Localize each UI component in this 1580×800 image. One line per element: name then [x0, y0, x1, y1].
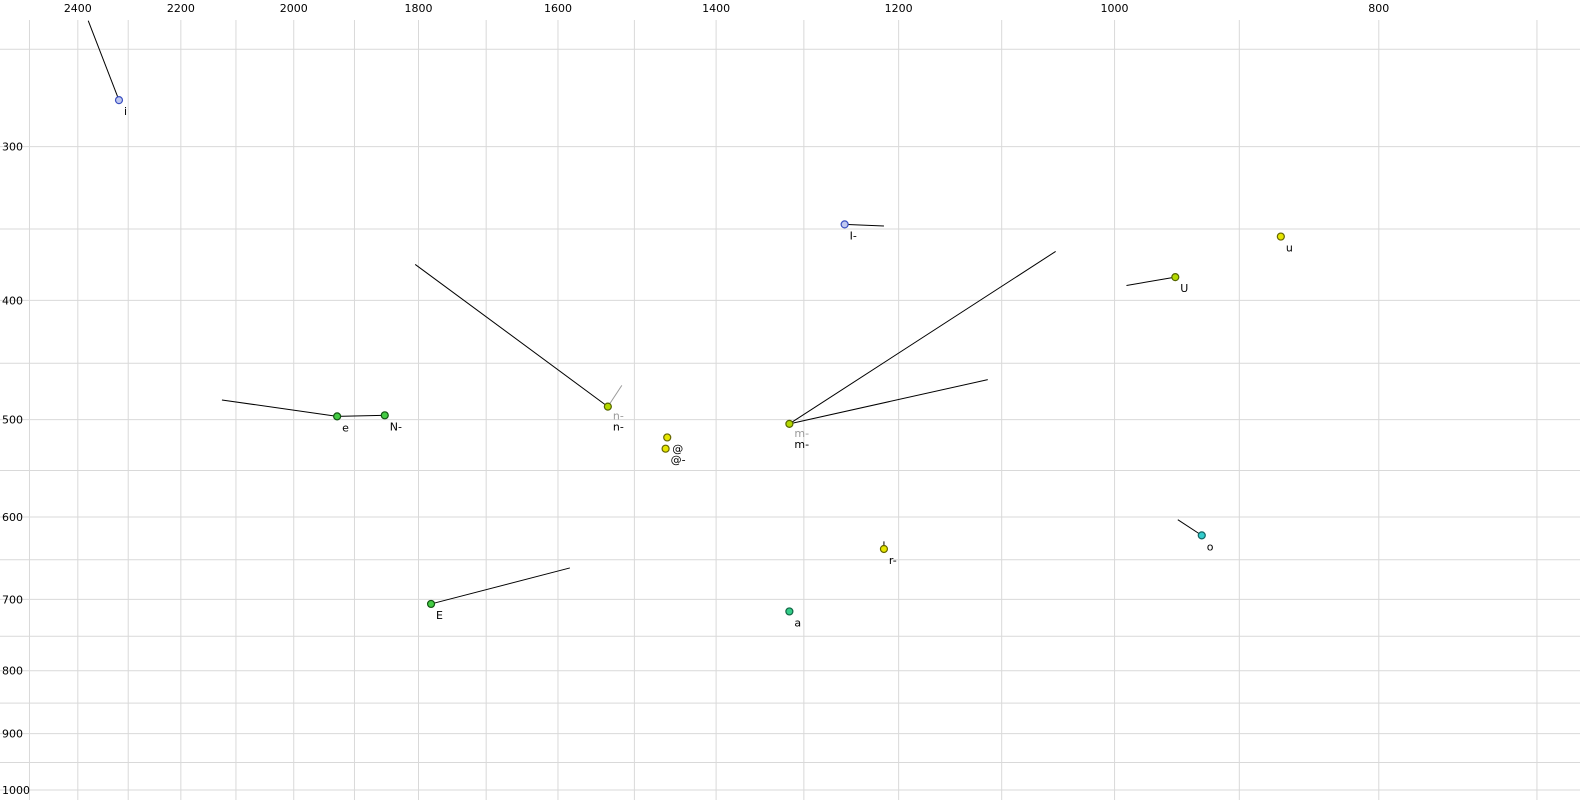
y-axis-tick-label: 1000: [2, 784, 30, 797]
point-label: u: [1286, 242, 1293, 255]
point-ghost-label: n-: [613, 410, 624, 423]
y-axis-tick-label: 400: [2, 294, 23, 307]
trajectory-line: [844, 223, 884, 227]
data-point-5: [661, 444, 670, 453]
point-label: N-: [390, 420, 402, 433]
y-axis-tick-label: 900: [2, 728, 23, 741]
data-point-10: [1197, 531, 1206, 540]
y-axis-tick-label: 300: [2, 141, 23, 154]
data-point-4: [663, 433, 672, 442]
point-label: a: [794, 616, 801, 629]
x-axis-tick-label: 2000: [280, 2, 308, 15]
data-point-12: [426, 599, 436, 609]
x-axis-tick-label: 800: [1368, 2, 1389, 15]
trajectory-line: [221, 399, 338, 417]
point-label: I-: [850, 229, 857, 242]
y-axis-tick-label: 500: [2, 414, 23, 427]
data-point-2: [380, 411, 389, 420]
data-point-8: [1276, 232, 1285, 241]
trajectory-line: [607, 385, 623, 407]
point-label: m-: [794, 438, 809, 451]
x-axis-tick-label: 2400: [64, 2, 92, 15]
x-axis-tick-label: 1800: [404, 2, 432, 15]
point-label: o: [1207, 540, 1214, 553]
point-label: n-: [613, 421, 624, 434]
point-label: E: [436, 609, 443, 622]
data-point-7: [840, 220, 849, 229]
point-label: U: [1180, 282, 1188, 295]
data-point-13: [785, 607, 794, 616]
point-label: @-: [671, 454, 686, 467]
data-point-6: [785, 419, 794, 428]
data-point-1: [333, 412, 342, 421]
x-axis-tick-label: 1600: [544, 2, 572, 15]
point-label: @: [672, 442, 683, 455]
trajectory-line: [1177, 519, 1203, 536]
trajectory-line: [87, 20, 120, 101]
y-axis-tick-label: 600: [2, 511, 23, 524]
point-ghost-label: m-: [794, 427, 809, 440]
trajectory-line: [789, 251, 1056, 425]
x-axis-tick-label: 1200: [885, 2, 913, 15]
trajectory-line: [337, 414, 385, 417]
y-axis-tick-label: 700: [2, 593, 23, 606]
x-axis-tick-label: 2200: [167, 2, 195, 15]
trajectory-line: [1126, 276, 1176, 286]
x-axis-tick-label: 1400: [702, 2, 730, 15]
data-point-0: [114, 96, 124, 105]
trajectory-line: [430, 567, 570, 605]
data-point-11: [879, 544, 889, 554]
data-point-3: [603, 402, 612, 411]
point-label: i: [124, 105, 127, 118]
x-axis-tick-label: 1000: [1101, 2, 1129, 15]
y-axis-tick-label: 800: [2, 665, 23, 678]
data-point-9: [1171, 273, 1180, 282]
trajectory-line: [414, 264, 609, 408]
point-label: r-: [889, 554, 897, 567]
point-label: e: [342, 421, 349, 434]
trajectory-line: [789, 379, 988, 425]
